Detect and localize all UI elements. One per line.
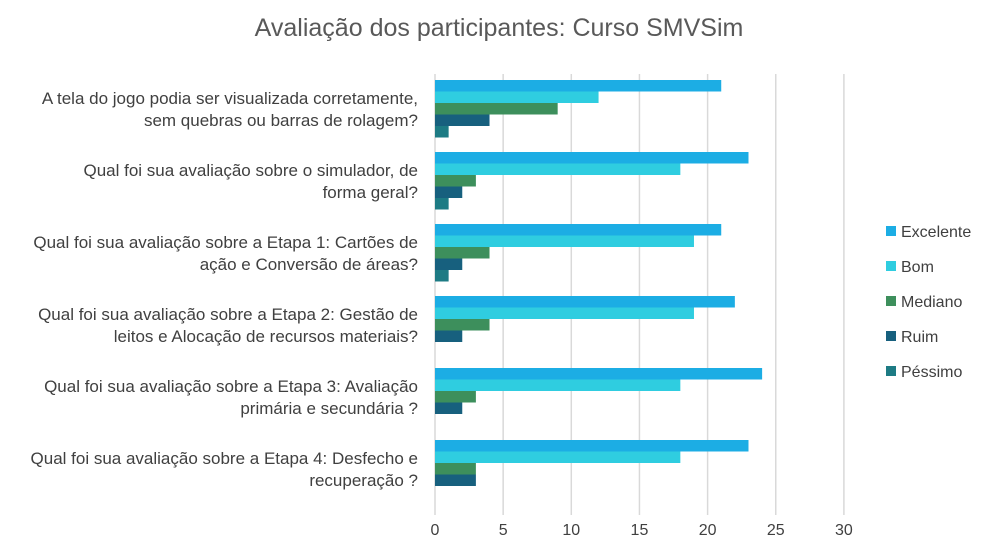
bar-bom-4 [435,307,694,319]
category-label-1-line-1: A tela do jogo podia ser visualizada cor… [42,89,418,108]
bar-ruim-2 [435,186,463,198]
bar-bom-1 [435,91,599,103]
bar-mediano-6 [435,463,476,475]
x-tick-25: 25 [767,522,785,539]
bar-ruim-6 [435,474,476,486]
bar-ruim-1 [435,114,490,126]
legend-label-bom: Bom [901,259,934,276]
category-label-6-line-1: Qual foi sua avaliação sobre a Etapa 4: … [31,449,418,468]
category-label-6-line-2: recuperação ? [309,471,418,490]
legend-label-ruim: Ruim [901,329,938,346]
bar-mediano-2 [435,175,476,187]
bar-excelente-4 [435,296,735,308]
x-tick-0: 0 [431,522,440,539]
legend-label-mediano: Mediano [901,294,962,311]
legend-swatch-péssimo [886,366,896,376]
legend-swatch-bom [886,261,896,271]
category-label-3-line-1: Qual foi sua avaliação sobre a Etapa 1: … [33,233,418,252]
category-label-5-line-2: primária e secundária ? [240,399,418,418]
bar-mediano-5 [435,391,476,403]
bar-excelente-3 [435,224,722,236]
category-label-4-line-1: Qual foi sua avaliação sobre a Etapa 2: … [38,305,418,324]
chart-title: Avaliação dos participantes: Curso SMVSi… [254,14,744,42]
legend-label-excelente: Excelente [901,224,971,241]
bars [435,80,763,486]
bar-excelente-5 [435,368,763,380]
x-tick-labels: 0 5 10 15 20 25 30 [431,522,853,539]
category-label-2-line-2: forma geral? [323,183,418,202]
x-tick-10: 10 [562,522,580,539]
category-label-3-line-2: ação e Conversão de áreas? [200,255,418,274]
x-tick-30: 30 [835,522,853,539]
legend-swatch-ruim [886,331,896,341]
category-label-4-line-2: leitos e Alocação de recursos materiais? [114,327,418,346]
category-labels: A tela do jogo podia ser visualizada cor… [31,89,418,490]
legend-label-péssimo: Péssimo [901,364,962,381]
bar-excelente-1 [435,80,722,92]
bar-bom-5 [435,379,681,391]
x-tick-5: 5 [499,522,508,539]
bar-bom-6 [435,451,681,463]
category-label-1-line-2: sem quebras ou barras de rolagem? [144,111,418,130]
x-tick-20: 20 [699,522,717,539]
bar-bom-3 [435,235,694,247]
legend: Excelente Bom Mediano Ruim Péssimo [886,224,971,381]
bar-mediano-4 [435,319,490,331]
bar-bom-2 [435,163,681,175]
bar-ruim-4 [435,330,463,342]
bar-excelente-6 [435,440,749,452]
bar-ruim-3 [435,258,463,270]
bar-péssimo-1 [435,126,449,138]
grid-lines [434,74,845,515]
category-label-2-line-1: Qual foi sua avaliação sobre o simulador… [83,161,418,180]
category-label-5-line-1: Qual foi sua avaliação sobre a Etapa 3: … [44,377,418,396]
legend-swatch-excelente [886,226,896,236]
bar-mediano-3 [435,247,490,259]
bar-péssimo-3 [435,270,449,282]
bar-excelente-2 [435,152,749,164]
bar-mediano-1 [435,103,558,115]
x-tick-15: 15 [631,522,649,539]
legend-swatch-mediano [886,296,896,306]
bar-ruim-5 [435,402,463,414]
bar-péssimo-2 [435,198,449,210]
